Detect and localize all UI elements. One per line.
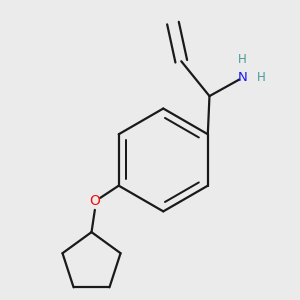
Text: H: H <box>256 71 265 84</box>
Text: N: N <box>238 71 247 84</box>
Text: O: O <box>89 194 100 208</box>
Text: H: H <box>238 53 247 66</box>
